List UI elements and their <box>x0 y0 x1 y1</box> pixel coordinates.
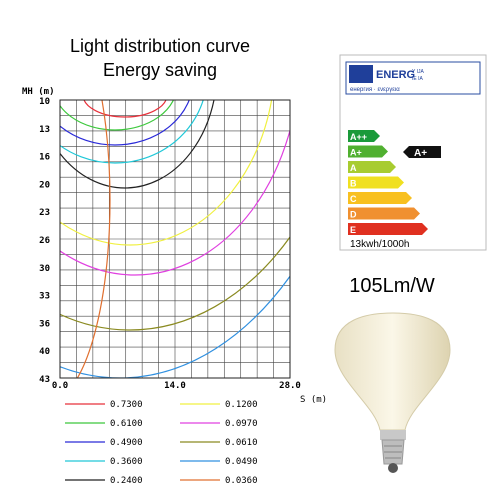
energy-class-label: C <box>350 194 357 204</box>
consumption: 13kwh/1000h <box>350 239 410 250</box>
x-tick-label: 0.0 <box>52 381 68 391</box>
contour-curve <box>83 100 167 118</box>
contour-curve <box>60 100 190 146</box>
legend-label: 0.7300 <box>110 400 143 410</box>
title: Light distribution curve <box>70 36 250 56</box>
contour-curve <box>60 100 273 246</box>
y-axis-label: MH (m) <box>22 87 55 97</box>
energy-class-bar <box>348 192 412 204</box>
legend-label: 0.3600 <box>110 457 143 467</box>
energy-subheader: енергия · ενεργεια <box>350 87 400 93</box>
y-tick-label: 26 <box>39 236 50 246</box>
x-tick-label: 28.0 <box>279 381 301 391</box>
energy-class-label: D <box>350 210 357 220</box>
energy-class-bar <box>348 223 428 235</box>
energy-class-label: A <box>350 163 357 173</box>
rating-arrow <box>403 146 441 158</box>
bulb <box>334 312 451 431</box>
plot-frame <box>59 99 291 379</box>
energy-class-label: E <box>350 225 356 235</box>
contour-curve <box>60 235 290 331</box>
energy-class-bar <box>348 207 420 220</box>
contour-curve <box>60 127 290 276</box>
rating: A+ <box>414 148 427 159</box>
energy-header-suffix: Y IJA <box>412 69 425 75</box>
contour-curve <box>60 100 215 189</box>
y-tick-label: 36 <box>39 319 50 329</box>
contour-curve <box>60 100 175 131</box>
legend-label: 0.0360 <box>225 476 258 486</box>
y-tick-label: 13 <box>39 125 50 135</box>
energy-class-bar <box>348 176 404 189</box>
legend-label: 0.1200 <box>225 400 258 410</box>
energy-class-label: B <box>350 179 357 189</box>
energy-class-label: A+ <box>350 148 362 158</box>
y-tick-label: 16 <box>39 153 50 163</box>
energy-class-bar <box>348 161 396 173</box>
contour-curve <box>60 275 290 378</box>
efficacy: 105Lm/W <box>349 275 435 297</box>
energy-class-bar <box>348 145 388 158</box>
subtitle: Energy saving <box>103 60 217 80</box>
energy-header-text: ENERG <box>376 69 415 81</box>
x-axis-label: S (m) <box>300 395 327 405</box>
legend-label: 0.0490 <box>225 457 258 467</box>
legend-label: 0.4900 <box>110 438 143 448</box>
energy-class-bar <box>348 130 380 142</box>
contour-curve <box>76 100 111 378</box>
y-tick-label: 40 <box>39 347 50 357</box>
legend-label: 0.0970 <box>225 419 258 429</box>
y-tick-label: 10 <box>39 97 50 107</box>
bulb-thread <box>384 445 402 459</box>
eu-flag <box>349 65 373 83</box>
legend-label: 0.2400 <box>110 476 143 486</box>
energy-header-suffix: IE IA <box>412 76 424 82</box>
bulb-neck <box>380 430 406 440</box>
x-tick-label: 14.0 <box>164 381 186 391</box>
y-tick-label: 33 <box>39 292 50 302</box>
y-tick-label: 30 <box>39 264 50 274</box>
y-tick-label: 43 <box>39 375 50 385</box>
legend-label: 0.6100 <box>110 419 143 429</box>
legend-label: 0.0610 <box>225 438 258 448</box>
energy-class-label: A++ <box>350 132 367 142</box>
y-tick-label: 20 <box>39 180 50 190</box>
bulb-contact <box>388 463 398 473</box>
y-tick-label: 23 <box>39 208 50 218</box>
contour-curve <box>60 100 204 164</box>
